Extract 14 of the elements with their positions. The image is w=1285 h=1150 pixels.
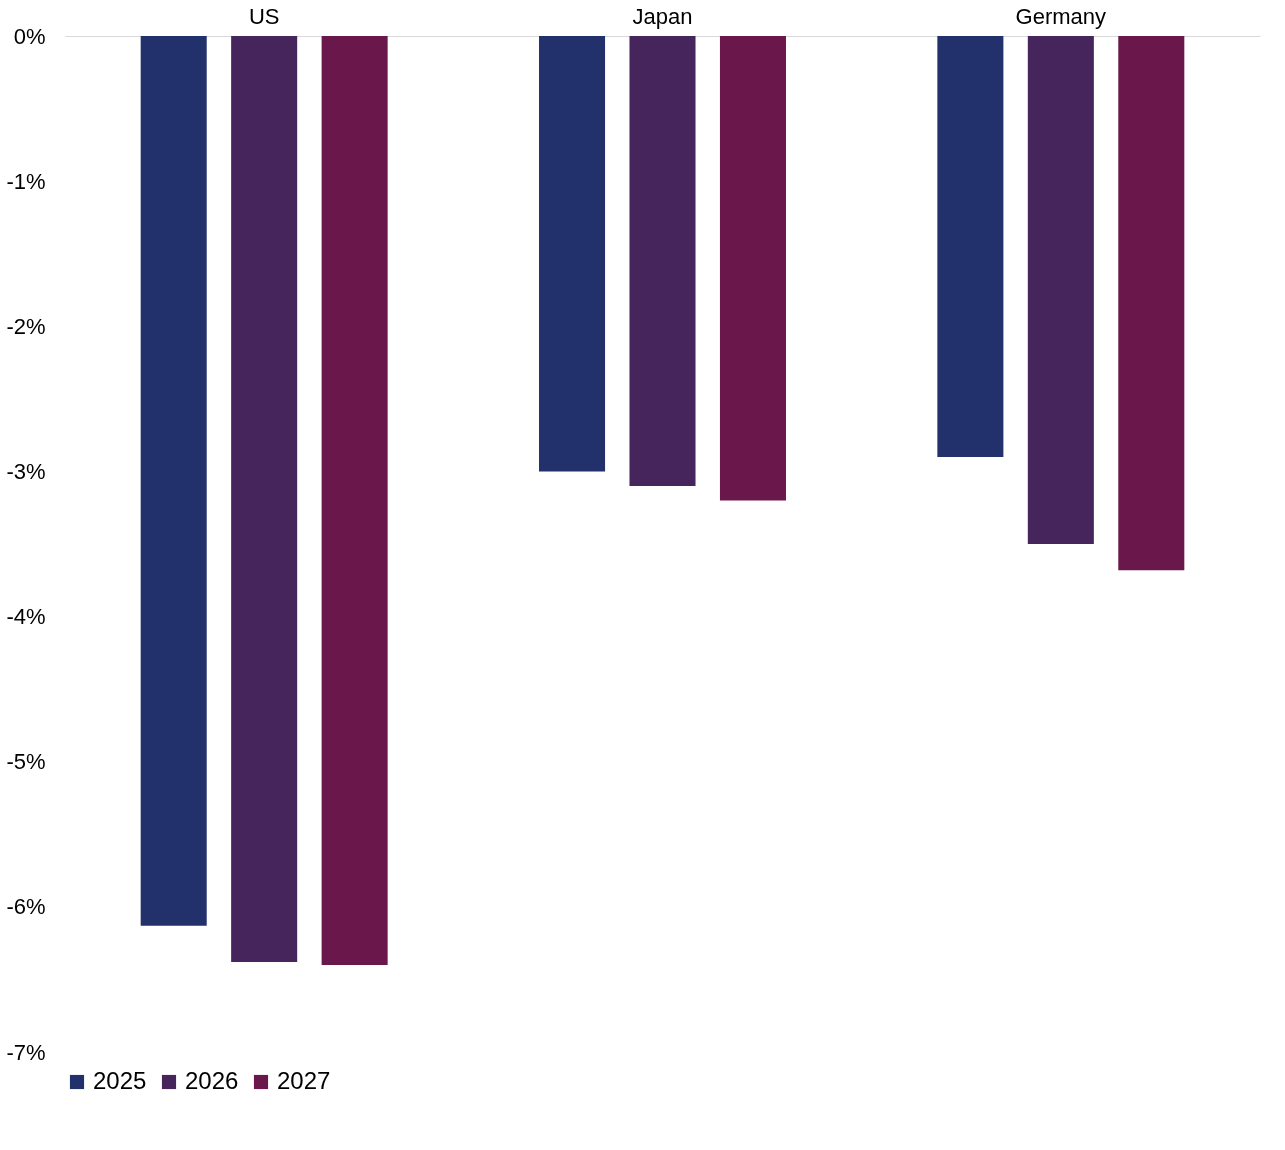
x-tick-label: Germany [1015, 3, 1107, 29]
y-tick-label: -6% [6, 894, 46, 920]
legend-label: 2025 [93, 1067, 147, 1094]
y-tick-label: -2% [6, 313, 46, 339]
y-tick-label: -5% [6, 749, 46, 775]
x-tick-label: Japan [632, 3, 693, 29]
y-tick-label: 0% [13, 23, 46, 49]
y-tick-label: -3% [6, 458, 46, 484]
y-tick-label: -1% [6, 168, 46, 194]
y-tick-label: -4% [6, 604, 46, 630]
legend-label: 2027 [277, 1067, 331, 1094]
legend-label: 2026 [185, 1067, 239, 1094]
x-tick-label: US [248, 3, 280, 29]
y-tick-label: -7% [6, 1039, 46, 1065]
